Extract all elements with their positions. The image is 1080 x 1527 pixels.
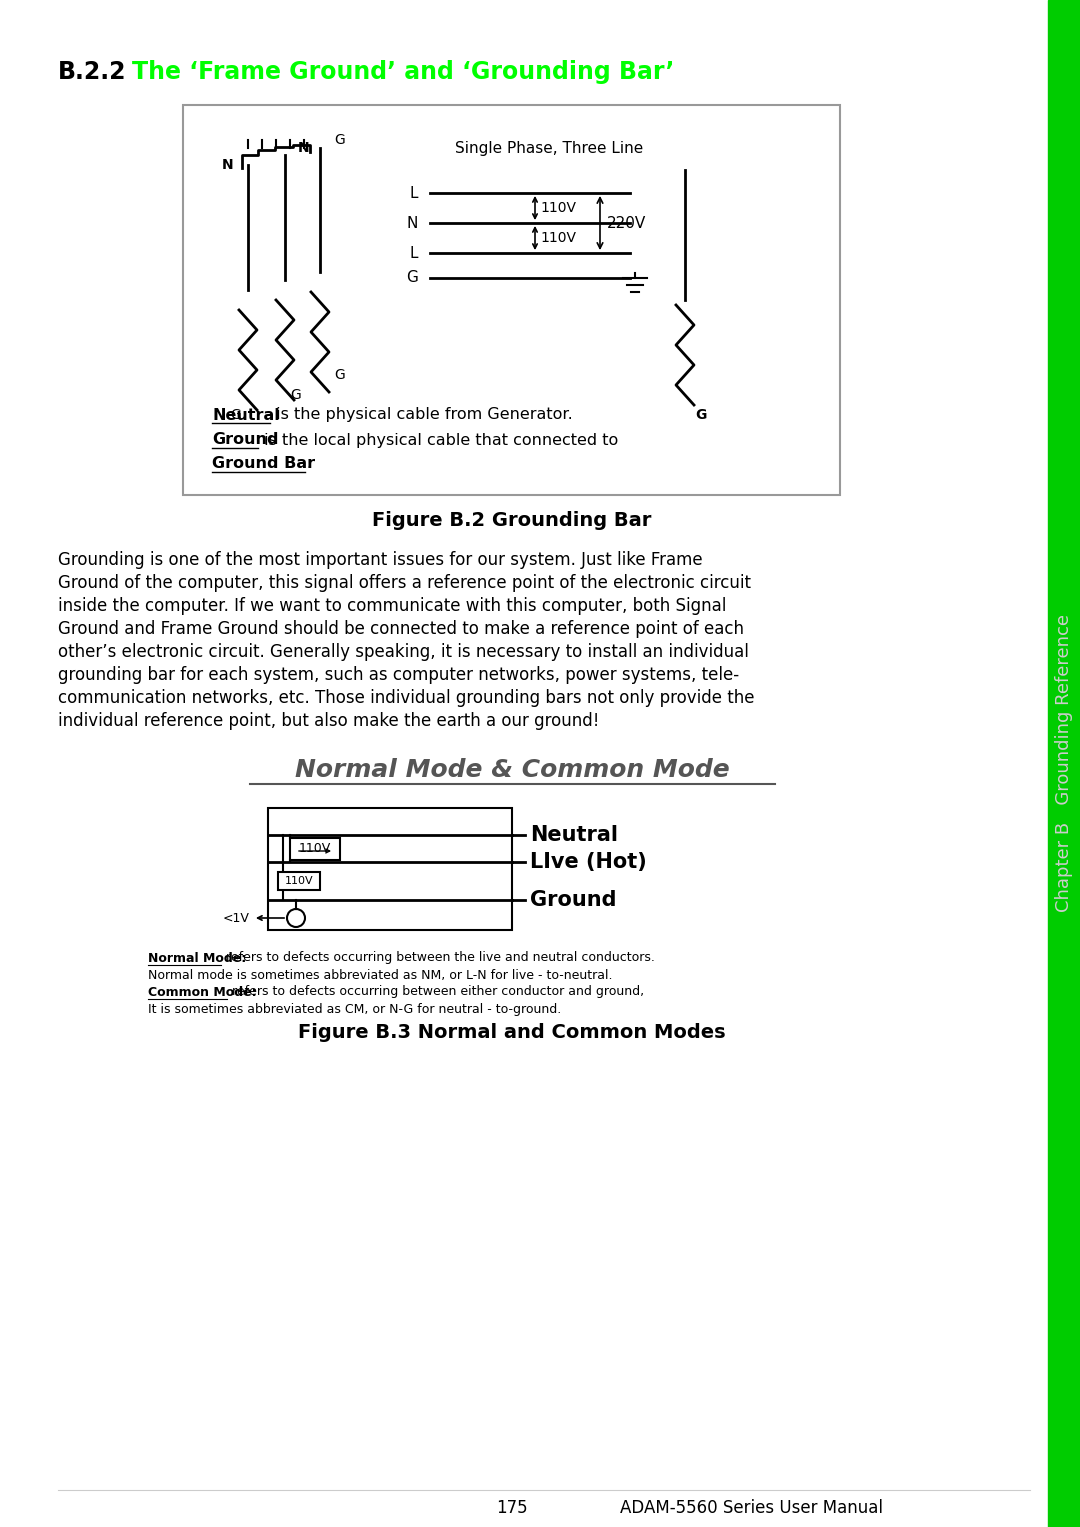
Text: Single Phase, Three Line: Single Phase, Three Line [455,140,644,156]
Text: N: N [298,140,310,156]
Text: grounding bar for each system, such as computer networks, power systems, tele-: grounding bar for each system, such as c… [58,666,739,684]
Text: Chapter B   Grounding Reference: Chapter B Grounding Reference [1055,614,1074,912]
Text: other’s electronic circuit. Generally speaking, it is necessary to install an in: other’s electronic circuit. Generally sp… [58,643,748,661]
Text: Ground: Ground [212,432,279,447]
Text: It is sometimes abbreviated as CM, or N-G for neutral - to-ground.: It is sometimes abbreviated as CM, or N-… [148,1003,562,1015]
Text: is the local physical cable that connected to: is the local physical cable that connect… [259,432,618,447]
Text: L: L [409,185,418,200]
Text: Ground and Frame Ground should be connected to make a reference point of each: Ground and Frame Ground should be connec… [58,620,744,638]
Text: ADAM-5560 Series User Manual: ADAM-5560 Series User Manual [620,1500,883,1516]
Text: G: G [291,388,301,402]
Text: Grounding is one of the most important issues for our system. Just like Frame: Grounding is one of the most important i… [58,551,703,570]
Text: B.2.2: B.2.2 [58,60,126,84]
Text: Neutral: Neutral [212,408,280,423]
Text: refers to defects occurring between the live and neutral conductors.: refers to defects occurring between the … [222,951,654,965]
Text: Normal Mode & Common Mode: Normal Mode & Common Mode [295,757,729,782]
Text: Neutral: Neutral [530,825,618,844]
Text: 110V: 110V [540,231,576,244]
Text: communication networks, etc. Those individual grounding bars not only provide th: communication networks, etc. Those indiv… [58,689,755,707]
Bar [268,808,512,930]
Text: Ground Bar: Ground Bar [212,457,315,472]
Text: G: G [334,133,345,147]
Text: L: L [409,246,418,261]
Text: Normal mode is sometimes abbreviated as NM, or L-N for live - to-neutral.: Normal mode is sometimes abbreviated as … [148,968,612,982]
Text: G: G [335,368,346,382]
Text: G: G [406,270,418,286]
Text: inside the computer. If we want to communicate with this computer, both Signal: inside the computer. If we want to commu… [58,597,727,615]
Bar [1048,0,1080,1527]
Text: Figure B.2 Grounding Bar: Figure B.2 Grounding Bar [373,510,651,530]
Text: .: . [306,457,311,472]
Text: Figure B.3 Normal and Common Modes: Figure B.3 Normal and Common Modes [298,1023,726,1043]
Bar [291,838,340,860]
Text: G: G [231,408,241,421]
Text: 175: 175 [496,1500,528,1516]
Text: The ‘Frame Ground’ and ‘Grounding Bar’: The ‘Frame Ground’ and ‘Grounding Bar’ [132,60,674,84]
Text: 220V: 220V [607,215,646,231]
Text: G: G [696,408,706,421]
Text: Common Mode:: Common Mode: [148,985,257,999]
Text: N: N [407,215,418,231]
Text: is the physical cable from Generator.: is the physical cable from Generator. [271,408,572,423]
Text: 110V: 110V [540,202,576,215]
Bar [278,872,320,890]
Text: 110V: 110V [299,843,332,855]
Text: Ground of the computer, this signal offers a reference point of the electronic c: Ground of the computer, this signal offe… [58,574,751,592]
Bar [183,105,840,495]
Text: N: N [221,157,233,173]
Text: <1V: <1V [224,912,249,924]
Text: Normal Mode:: Normal Mode: [148,951,246,965]
Text: Ground: Ground [530,890,617,910]
Text: LIve (Hot): LIve (Hot) [530,852,647,872]
Text: refers to defects occurring between either conductor and ground,: refers to defects occurring between eith… [228,985,644,999]
Text: 110V: 110V [285,876,313,886]
Text: individual reference point, but also make the earth a our ground!: individual reference point, but also mak… [58,712,599,730]
